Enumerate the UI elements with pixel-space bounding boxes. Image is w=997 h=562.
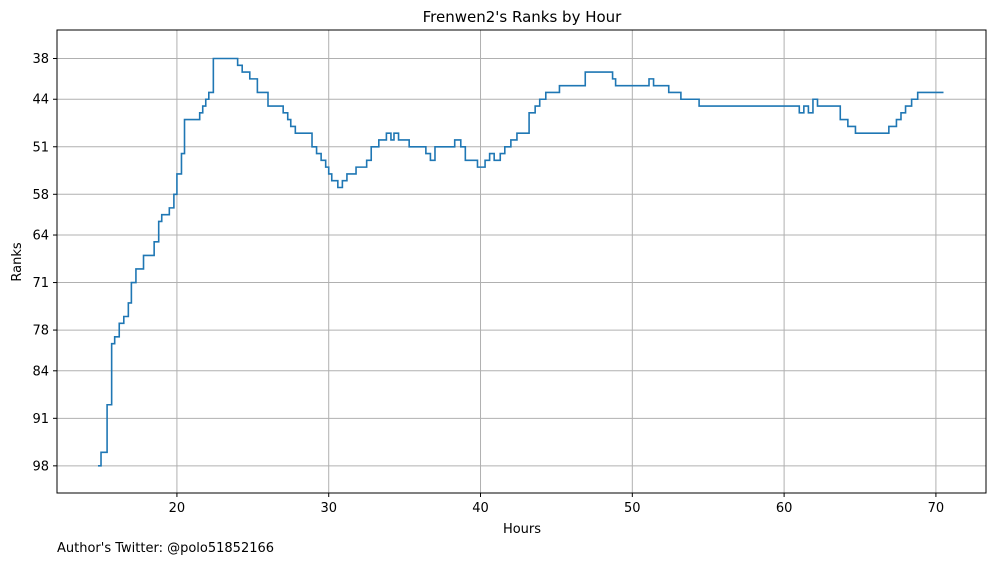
rank-step-line	[97, 57, 944, 467]
x-tick-label: 60	[776, 501, 793, 516]
x-axis-label: Hours	[503, 522, 541, 537]
grid	[57, 30, 986, 493]
y-tick-label: 71	[32, 276, 49, 291]
x-axis: 20 30 40 50 60 70	[169, 493, 945, 516]
chart-title: Frenwen2's Ranks by Hour	[423, 8, 623, 26]
x-tick-label: 50	[624, 501, 641, 516]
x-tick-label: 30	[320, 501, 337, 516]
author-footnote: Author's Twitter: @polo51852166	[57, 541, 274, 556]
y-tick-label: 64	[32, 229, 49, 244]
series-layer	[97, 57, 944, 467]
y-tick-label: 58	[32, 188, 49, 203]
y-axis: 38 44 51 58 64 71 78 84 91 98	[32, 52, 57, 474]
y-tick-label: 38	[32, 52, 49, 67]
y-tick-label: 98	[32, 459, 49, 474]
plot-frame	[56, 29, 987, 494]
x-tick-label: 20	[169, 501, 186, 516]
y-tick-label: 91	[32, 412, 49, 427]
x-tick-label: 70	[928, 501, 945, 516]
y-tick-label: 84	[32, 364, 49, 379]
y-tick-label: 51	[32, 140, 49, 155]
y-tick-label: 78	[32, 324, 49, 339]
x-tick-label: 40	[472, 501, 489, 516]
y-axis-label: Ranks	[10, 242, 25, 281]
y-tick-label: 44	[32, 93, 49, 108]
